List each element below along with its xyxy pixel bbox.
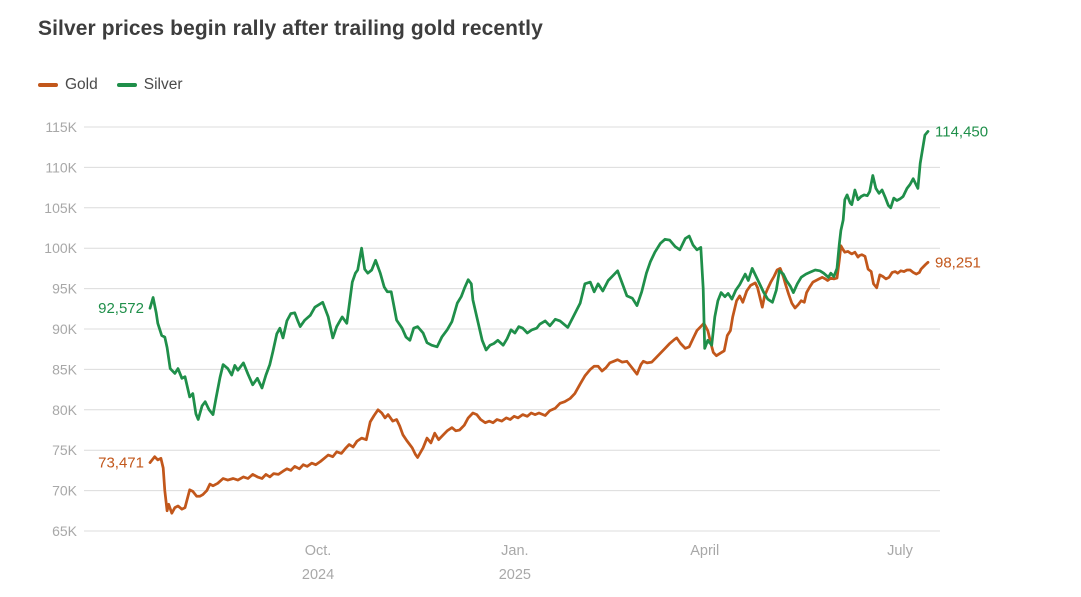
x-axis-tick-label: Oct. xyxy=(305,543,332,559)
x-axis-tick-year-label: 2024 xyxy=(302,567,334,583)
x-axis-tick-year-label: 2025 xyxy=(499,567,531,583)
gold-start-value-label: 73,471 xyxy=(98,455,144,472)
silver-line-swatch-icon xyxy=(116,83,137,87)
y-axis-tick-label: 100K xyxy=(44,240,77,256)
y-axis-tick-label: 115K xyxy=(45,119,77,135)
y-axis-tick-label: 70K xyxy=(52,483,78,499)
legend-item-gold: Gold xyxy=(38,76,98,94)
gold-line xyxy=(148,244,930,515)
x-axis-tick-label: April xyxy=(690,543,719,559)
silver-start-value-label: 92,572 xyxy=(98,300,144,317)
x-axis-tick-label: Jan. xyxy=(501,543,528,559)
chart-title: Silver prices begin rally after trailing… xyxy=(38,17,543,40)
y-axis-tick-label: 85K xyxy=(52,361,78,377)
y-axis-tick-label: 80K xyxy=(52,402,78,418)
legend-label-silver: Silver xyxy=(143,76,183,93)
silver-line xyxy=(148,130,930,421)
y-axis-tick-label: 90K xyxy=(52,321,78,337)
x-axis-tick-label: July xyxy=(887,543,914,559)
y-axis-tick-label: 65K xyxy=(52,523,78,539)
legend-item-silver: Silver xyxy=(116,76,183,94)
gold-line-swatch-icon xyxy=(38,83,58,87)
chart-legend: Gold Silver xyxy=(38,76,183,94)
gold-end-value-label: 98,251 xyxy=(935,254,981,271)
y-axis-tick-label: 105K xyxy=(44,200,77,216)
y-axis-tick-label: 110K xyxy=(45,159,77,175)
legend-label-gold: Gold xyxy=(65,76,98,93)
y-axis-tick-label: 75K xyxy=(52,442,78,458)
y-axis-tick-label: 95K xyxy=(52,281,78,297)
silver-end-value-label: 114,450 xyxy=(935,123,988,140)
